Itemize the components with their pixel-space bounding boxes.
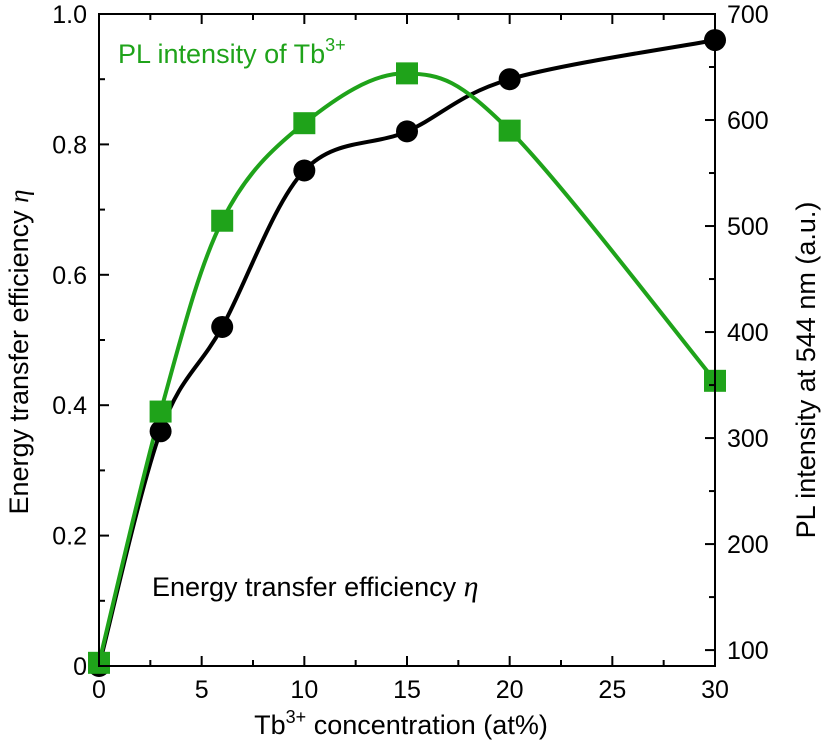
y-right-tick-label: 400: [727, 319, 769, 347]
series-1-point: [293, 112, 316, 135]
y-right-tick-label: 200: [727, 531, 769, 559]
y-left-tick-label: 0.6: [52, 262, 87, 290]
series-0-point: [396, 120, 418, 143]
annotation-pl-intensity: PL intensity of Tb3+: [118, 35, 346, 69]
x-axis-title: Tb3+ concentration (at%): [254, 707, 548, 740]
x-tick-label: 30: [701, 676, 729, 704]
y-left-tick-label: 0: [73, 653, 87, 681]
series-1-point: [498, 119, 521, 142]
x-tick-label: 0: [92, 676, 106, 704]
series-1-point: [396, 62, 418, 85]
y-right-tick-label: 100: [727, 637, 769, 665]
x-tick-label: 5: [195, 676, 209, 704]
series-0-point: [293, 159, 316, 182]
y-right-tick-label: 600: [727, 107, 769, 135]
y-left-tick-label: 0.4: [52, 392, 87, 420]
series-0-point: [149, 420, 172, 443]
x-tick-label: 10: [290, 676, 318, 704]
tick-labels: 0 5 10 15 20 25 3000.20.40.60.81.0100200300400…: [52, 1, 768, 704]
plot-frame: [98, 13, 716, 667]
annotation-energy-efficiency: Energy transfer efficiency η: [152, 570, 479, 603]
axis-ticks: [98, 13, 716, 667]
series-1-point: [211, 209, 234, 232]
series-1-point: [149, 400, 172, 423]
y-right-tick-label: 700: [727, 1, 769, 29]
y-left-tick-label: 1.0: [52, 1, 87, 29]
series-0-point: [498, 68, 521, 91]
y-left-tick-label: 0.8: [52, 131, 87, 159]
series-0-point: [211, 315, 234, 338]
y-axis-left-title: Energy transfer efficiency η: [4, 189, 34, 514]
y-right-tick-label: 300: [727, 425, 769, 453]
x-tick-label: 25: [598, 676, 626, 704]
y-axis-right-title: PL intensity at 544 nm (a.u.): [791, 202, 821, 539]
x-tick-label: 20: [496, 676, 524, 704]
y-left-tick-label: 0.2: [52, 523, 87, 551]
y-right-tick-label: 500: [727, 213, 769, 241]
x-tick-label: 15: [393, 676, 421, 704]
